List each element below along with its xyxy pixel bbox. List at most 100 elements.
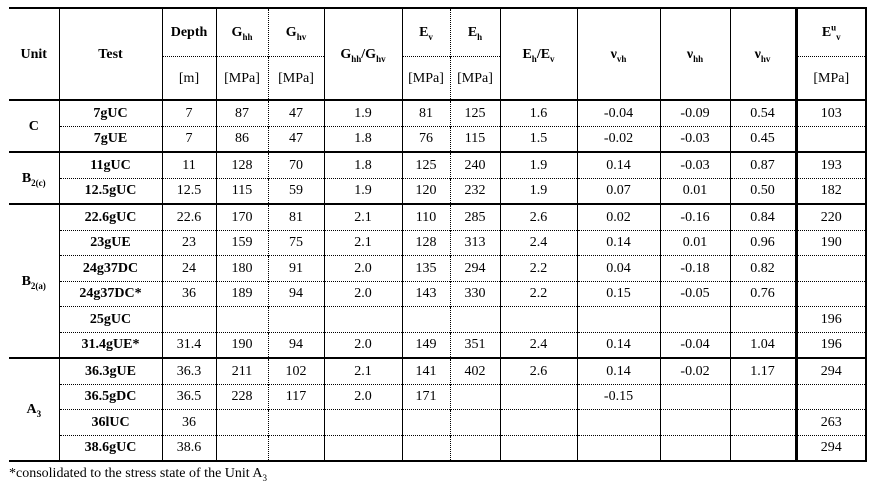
cell-gratio bbox=[323, 434, 402, 462]
cell-eratio bbox=[499, 306, 577, 332]
cell-ev: 81 bbox=[401, 99, 450, 126]
cell-ghh: 159 bbox=[215, 229, 268, 256]
table-row: 31.4gUE* 31.4 190 94 2.0 149 351 2.4 0.14 -0.04 1.… bbox=[9, 331, 867, 358]
cell-euv: 263 bbox=[794, 409, 867, 435]
cell-eratio: 2.2 bbox=[499, 280, 577, 307]
header-ev: Ev bbox=[401, 7, 450, 57]
test-id: 36.5gDC bbox=[58, 383, 162, 410]
cell-ghv bbox=[267, 434, 324, 462]
cell-nhv: 0.50 bbox=[729, 177, 796, 204]
cell-eratio: 1.6 bbox=[499, 99, 577, 126]
header-g-ratio: Ghh/Ghv bbox=[323, 7, 402, 100]
cell-depth: 12.5 bbox=[161, 177, 216, 204]
table-row: B2(a) 22.6gUC 22.6 170 81 2.1 110 285 2.6 0.02 -0.… bbox=[9, 203, 867, 358]
test-id: 12.5gUC bbox=[58, 177, 162, 204]
table-row: 36lUC 36 263 bbox=[9, 409, 867, 435]
cell-nhh: -0.05 bbox=[659, 280, 730, 307]
cell-depth: 36 bbox=[161, 409, 216, 435]
cell-eratio bbox=[499, 383, 577, 410]
cell-eratio bbox=[499, 434, 577, 462]
cell-depth: 11 bbox=[161, 151, 216, 178]
cell-euv bbox=[794, 280, 867, 307]
cell-eh bbox=[449, 409, 500, 435]
cell-nhh: 0.01 bbox=[659, 177, 730, 204]
cell-ghh: 86 bbox=[215, 125, 268, 152]
footnote: *consolidated to the stress state of the… bbox=[9, 466, 268, 483]
cell-eh: 125 bbox=[449, 99, 500, 126]
cell-gratio: 2.0 bbox=[323, 331, 402, 358]
cell-ghv bbox=[267, 409, 324, 435]
cell-nvh: 0.14 bbox=[576, 357, 660, 384]
cell-euv: 294 bbox=[794, 434, 867, 462]
header-euv: Euv bbox=[794, 7, 867, 57]
cell-nhh: -0.03 bbox=[659, 151, 730, 178]
cell-nvh bbox=[576, 306, 660, 332]
test-id: 36lUC bbox=[58, 409, 162, 435]
cell-ghv: 102 bbox=[267, 357, 324, 384]
cell-nhh: -0.03 bbox=[659, 125, 730, 152]
unit-label: C bbox=[9, 99, 59, 152]
cell-ghh: 190 bbox=[215, 331, 268, 358]
table-row: 25gUC 196 bbox=[9, 306, 867, 332]
cell-gratio: 1.8 bbox=[323, 151, 402, 178]
cell-euv bbox=[794, 125, 867, 152]
cell-nhh bbox=[659, 306, 730, 332]
cell-eh: 285 bbox=[449, 203, 500, 230]
cell-nhv: 0.45 bbox=[729, 125, 796, 152]
cell-eh: 240 bbox=[449, 151, 500, 178]
cell-eratio: 2.6 bbox=[499, 203, 577, 230]
header-row-units: [m] [MPa] [MPa] [MPa] [MPa] [MPa] bbox=[9, 56, 867, 100]
cell-euv: 103 bbox=[794, 99, 867, 126]
header-nu-vh: νvh bbox=[576, 7, 660, 100]
cell-nvh: 0.14 bbox=[576, 229, 660, 256]
cell-euv: 182 bbox=[794, 177, 867, 204]
unit-ev: [MPa] bbox=[401, 56, 450, 100]
cell-ev: 143 bbox=[401, 280, 450, 307]
cell-ghh bbox=[215, 306, 268, 332]
cell-ev: 120 bbox=[401, 177, 450, 204]
cell-depth bbox=[161, 306, 216, 332]
cell-eh: 402 bbox=[449, 357, 500, 384]
cell-eh: 330 bbox=[449, 280, 500, 307]
cell-eratio: 2.4 bbox=[499, 229, 577, 256]
cell-euv bbox=[794, 255, 867, 281]
cell-ev: 149 bbox=[401, 331, 450, 358]
cell-euv: 294 bbox=[794, 357, 867, 384]
header-e-ratio: Eh/Ev bbox=[499, 7, 577, 100]
cell-gratio: 1.9 bbox=[323, 99, 402, 126]
table-row: A3 36.3gUE 36.3 211 102 2.1 141 402 2.6 0.14 -0.02… bbox=[9, 357, 867, 462]
cell-ghv: 70 bbox=[267, 151, 324, 178]
cell-ghv: 75 bbox=[267, 229, 324, 256]
cell-nhh: -0.09 bbox=[659, 99, 730, 126]
cell-gratio bbox=[323, 409, 402, 435]
cell-euv: 193 bbox=[794, 151, 867, 178]
cell-ghh bbox=[215, 434, 268, 462]
cell-euv bbox=[794, 383, 867, 410]
cell-ghv: 91 bbox=[267, 255, 324, 281]
cell-nhh: -0.16 bbox=[659, 203, 730, 230]
unit-label: B2(a) bbox=[9, 203, 59, 358]
cell-nvh: 0.02 bbox=[576, 203, 660, 230]
table-row: 7gUE 7 86 47 1.8 76 115 1.5 -0.02 -0.03 0.45 bbox=[9, 125, 867, 152]
cell-nhv: 0.87 bbox=[729, 151, 796, 178]
unit-label: B2(c) bbox=[9, 151, 59, 204]
cell-gratio: 2.1 bbox=[323, 229, 402, 256]
cell-depth: 36.5 bbox=[161, 383, 216, 410]
cell-ghv: 94 bbox=[267, 280, 324, 307]
cell-ghv: 59 bbox=[267, 177, 324, 204]
cell-gratio bbox=[323, 306, 402, 332]
cell-nhv: 0.76 bbox=[729, 280, 796, 307]
test-id: 23gUE bbox=[58, 229, 162, 256]
header-ghh: Ghh bbox=[215, 7, 268, 57]
cell-nvh: 0.14 bbox=[576, 151, 660, 178]
cell-euv: 196 bbox=[794, 331, 867, 358]
cell-nhh bbox=[659, 383, 730, 410]
cell-euv: 220 bbox=[794, 203, 867, 230]
cell-depth: 36 bbox=[161, 280, 216, 307]
table-row: 12.5gUC 12.5 115 59 1.9 120 232 1.9 0.07 0.01 0.50… bbox=[9, 177, 867, 204]
cell-eh bbox=[449, 383, 500, 410]
test-id: 24g37DC bbox=[58, 255, 162, 281]
cell-nhv bbox=[729, 306, 796, 332]
cell-nhh: 0.01 bbox=[659, 229, 730, 256]
table-row: 38.6gUC 38.6 294 bbox=[9, 434, 867, 462]
